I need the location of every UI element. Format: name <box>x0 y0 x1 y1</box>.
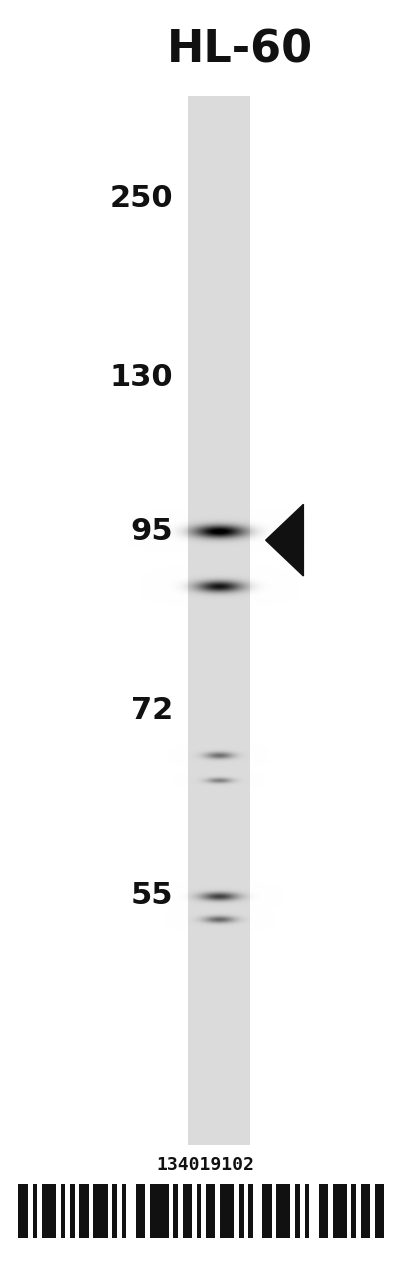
Text: 134019102: 134019102 <box>156 1156 253 1174</box>
Bar <box>220 1184 234 1238</box>
Bar <box>196 1184 201 1238</box>
Bar <box>351 1184 355 1238</box>
Bar <box>318 1184 327 1238</box>
Bar <box>247 1184 252 1238</box>
Bar <box>70 1184 74 1238</box>
Bar <box>304 1184 308 1238</box>
Text: 95: 95 <box>130 517 173 545</box>
Bar <box>332 1184 346 1238</box>
Text: 72: 72 <box>130 696 173 724</box>
Bar <box>182 1184 191 1238</box>
Bar <box>294 1184 299 1238</box>
Bar <box>42 1184 56 1238</box>
Bar <box>173 1184 178 1238</box>
Bar <box>206 1184 215 1238</box>
Bar <box>93 1184 107 1238</box>
Bar <box>149 1184 168 1238</box>
Bar <box>61 1184 65 1238</box>
Bar <box>121 1184 126 1238</box>
Bar <box>374 1184 383 1238</box>
Bar <box>135 1184 145 1238</box>
Bar <box>360 1184 369 1238</box>
Text: 130: 130 <box>109 364 173 392</box>
Text: 55: 55 <box>130 882 173 910</box>
Bar <box>238 1184 243 1238</box>
Bar <box>32 1184 37 1238</box>
Bar <box>276 1184 290 1238</box>
Bar <box>79 1184 89 1238</box>
Bar <box>112 1184 117 1238</box>
Polygon shape <box>265 504 303 576</box>
Bar <box>18 1184 28 1238</box>
Text: HL-60: HL-60 <box>166 28 312 72</box>
Text: 250: 250 <box>109 184 173 212</box>
Bar <box>262 1184 271 1238</box>
